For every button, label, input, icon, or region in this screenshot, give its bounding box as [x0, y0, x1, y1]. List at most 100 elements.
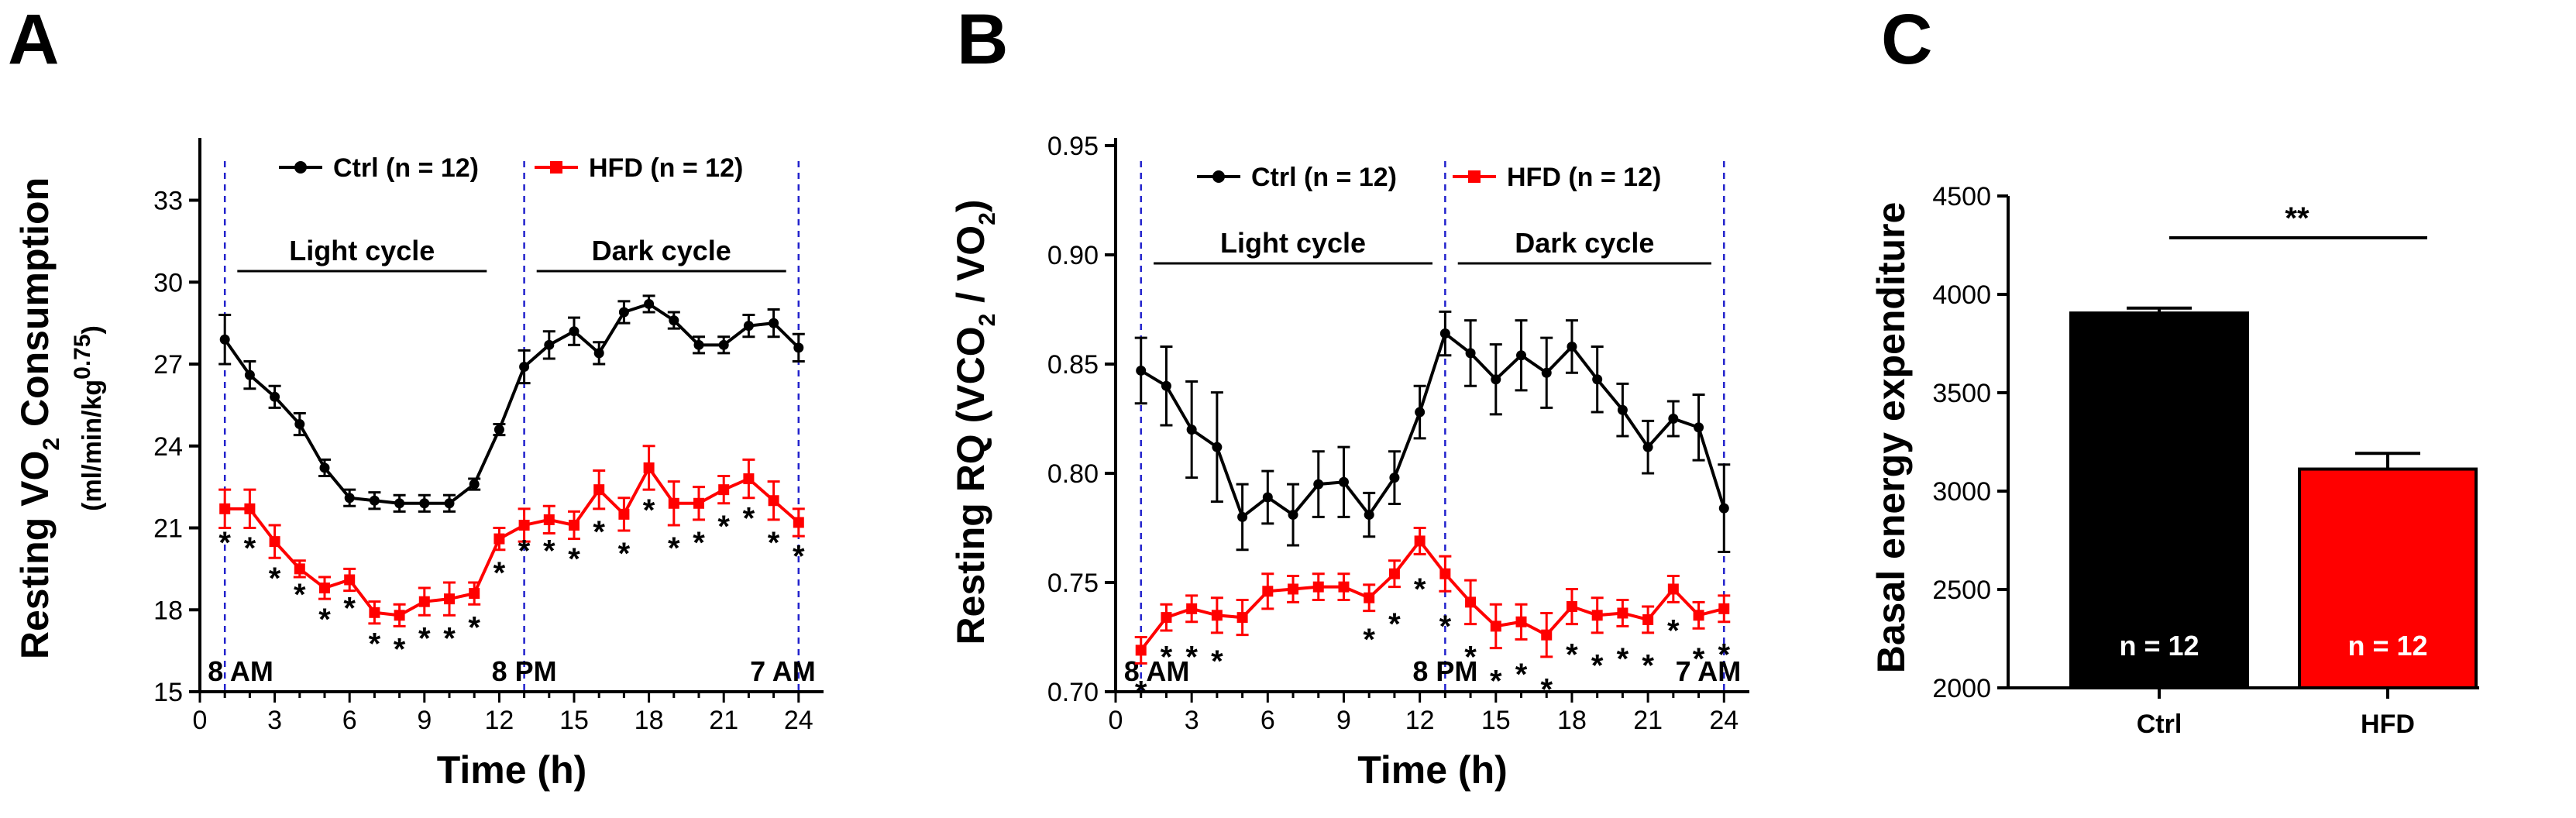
- data-point-hfd: [1642, 614, 1654, 625]
- x-axis-title: Time (h): [1357, 748, 1508, 792]
- significance-star: *: [1439, 610, 1452, 644]
- data-point-ctrl: [1718, 503, 1729, 514]
- data-point-ctrl: [394, 498, 405, 509]
- time-marker-label: 7 AM: [1676, 655, 1742, 687]
- legend-hfd-marker: [1468, 170, 1481, 183]
- axis-title-part-2: ): [77, 325, 107, 334]
- data-point-ctrl: [519, 362, 530, 373]
- data-point-ctrl: [1668, 414, 1679, 424]
- x-tick-label: 21: [1633, 706, 1663, 735]
- data-point-ctrl: [569, 326, 580, 337]
- y-tick-label: 24: [153, 432, 183, 462]
- y-tick-label: 3500: [1932, 379, 1991, 408]
- legend-hfd-label: HFD (n = 12): [589, 153, 743, 183]
- data-point-ctrl: [593, 348, 604, 359]
- data-point-ctrl: [419, 498, 430, 509]
- significance-star: *: [717, 510, 730, 544]
- data-point-hfd: [1288, 583, 1299, 595]
- significance-star: *: [1642, 649, 1654, 683]
- significance-star: *: [768, 526, 780, 560]
- data-point-hfd: [1617, 607, 1628, 619]
- data-point-hfd: [394, 610, 405, 621]
- x-tick-label: 21: [709, 706, 738, 735]
- significance-star: *: [1591, 649, 1604, 683]
- significance-star: *: [1211, 644, 1223, 679]
- data-point-hfd: [1541, 629, 1553, 641]
- data-point-ctrl: [1617, 404, 1628, 415]
- data-point-hfd: [1161, 612, 1172, 624]
- series-line-ctrl: [1140, 331, 1726, 520]
- data-point-hfd: [569, 519, 580, 531]
- y-tick-label: 15: [153, 678, 183, 707]
- data-point-ctrl: [669, 315, 679, 326]
- data-point-hfd: [1186, 603, 1198, 614]
- dark-cycle-label: Dark cycle: [592, 235, 731, 266]
- y-tick-label: 0.75: [1047, 569, 1099, 598]
- data-point-hfd: [1262, 586, 1274, 597]
- x-tick-label: 12: [484, 706, 514, 735]
- data-point-ctrl: [1212, 442, 1223, 452]
- chart-c: 2000 2500 3000 3500 4000 4500 Basal energy exp…: [1869, 182, 2479, 739]
- significance-star: *: [244, 531, 256, 565]
- data-point-ctrl: [294, 419, 305, 430]
- data-point-ctrl: [344, 493, 355, 504]
- y-tick-label: 4000: [1932, 280, 1991, 310]
- significance-star: *: [743, 501, 755, 535]
- data-point-ctrl: [1491, 374, 1501, 385]
- legend-ctrl-label: Ctrl (n = 12): [1251, 163, 1397, 192]
- x-tick-label: 12: [1405, 706, 1435, 735]
- significance-star: *: [1566, 638, 1578, 672]
- data-point-ctrl: [769, 318, 779, 328]
- significance-star: *: [618, 537, 631, 571]
- data-point-ctrl: [1465, 348, 1476, 359]
- data-point-ctrl: [219, 334, 230, 345]
- data-point-ctrl: [1338, 476, 1349, 487]
- x-tick-label: 0: [193, 706, 208, 735]
- significance-star: *: [1718, 638, 1730, 672]
- data-point-hfd: [743, 473, 755, 485]
- data-point-ctrl: [1541, 367, 1552, 378]
- significance-star: *: [1540, 673, 1553, 707]
- data-point-ctrl: [469, 479, 480, 490]
- time-marker-label: 8 PM: [1412, 655, 1477, 687]
- data-point-ctrl: [1161, 380, 1171, 391]
- data-point-ctrl: [1592, 374, 1603, 385]
- time-marker-label: 8 AM: [1124, 655, 1190, 687]
- x-tick-label: 6: [1260, 706, 1275, 735]
- y-tick-label: 0.85: [1047, 350, 1099, 380]
- significance-star: *: [593, 515, 605, 549]
- data-point-ctrl: [369, 495, 380, 506]
- significance-star: *: [693, 526, 705, 560]
- y-tick-label: 18: [153, 596, 183, 625]
- data-point-hfd: [1439, 568, 1451, 579]
- axis-title-part-0: Resting VO: [13, 451, 57, 659]
- data-point-hfd: [1667, 583, 1679, 595]
- data-point-hfd: [618, 508, 630, 520]
- data-point-hfd: [1718, 603, 1730, 614]
- axis-title-part-1: 2: [975, 314, 1000, 327]
- data-point-hfd: [319, 583, 330, 594]
- data-point-ctrl: [1439, 328, 1450, 339]
- y-tick-label: 0.90: [1047, 241, 1099, 270]
- significance-star: *: [218, 526, 231, 560]
- y-tick-label: 0.95: [1047, 132, 1099, 161]
- significance-star: *: [1490, 664, 1502, 698]
- legend-ctrl-marker: [294, 161, 307, 174]
- y-axis-subtitle: (ml/min/kg0.75): [70, 325, 107, 511]
- data-point-hfd: [444, 593, 455, 605]
- legend-ctrl-marker: [1212, 170, 1225, 183]
- series-line-hfd: [225, 465, 800, 617]
- data-point-ctrl: [1642, 442, 1653, 452]
- x-tick-label: 18: [635, 706, 664, 735]
- data-point-ctrl: [444, 498, 455, 509]
- significance-star: *: [518, 534, 531, 569]
- series-line-ctrl: [223, 302, 800, 505]
- data-point-hfd: [518, 519, 530, 531]
- significance-star: *: [543, 534, 555, 569]
- light-cycle-label: Light cycle: [1220, 227, 1366, 259]
- data-point-hfd: [344, 574, 356, 586]
- x-tick-label: 6: [342, 706, 357, 735]
- data-point-hfd: [369, 607, 380, 618]
- data-point-hfd: [294, 563, 305, 575]
- significance-star: *: [318, 603, 331, 637]
